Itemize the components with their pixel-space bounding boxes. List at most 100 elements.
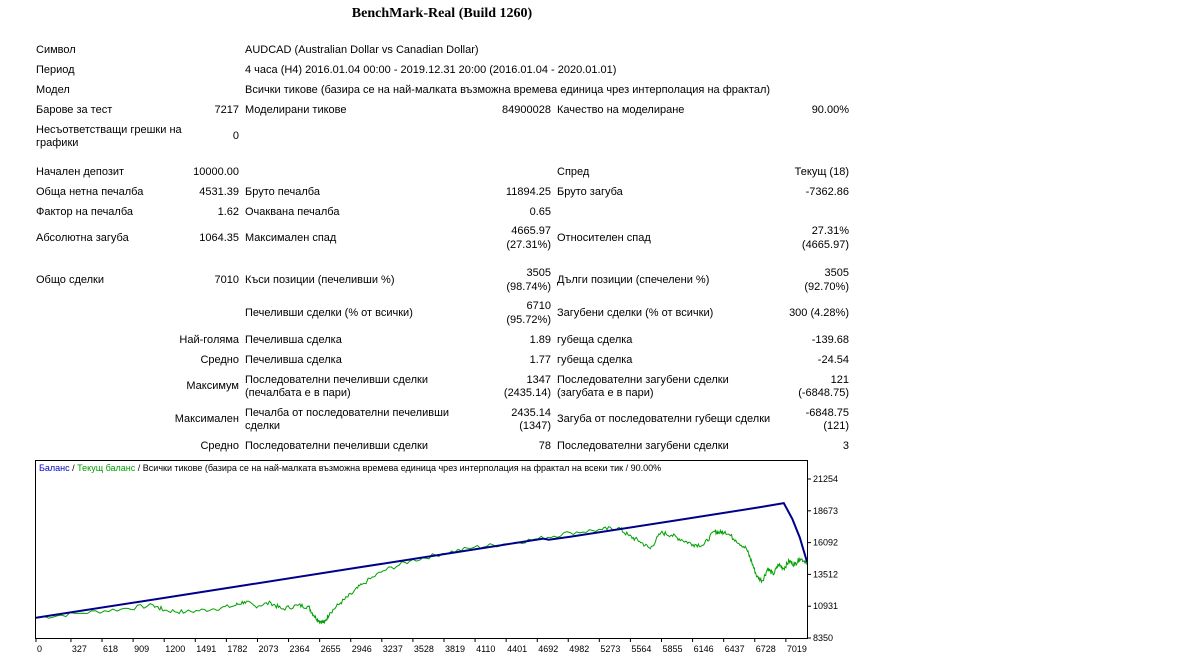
model-label: Модел <box>36 84 70 96</box>
x-tick-label: 2073 <box>258 644 278 654</box>
rel-drawdown-percent: 27.31% <box>811 225 849 237</box>
max-drawdown-percent: (27.31%) <box>506 239 551 251</box>
maximum-label: Максимум <box>186 380 239 392</box>
symbol-value: AUDCAD (Australian Dollar vs Canadian Do… <box>245 44 479 56</box>
net-profit-value: 4531.39 <box>199 186 239 198</box>
loss-trades-label: Загубени сделки (% от всички) <box>557 307 714 319</box>
x-tick-label: 618 <box>103 644 118 654</box>
y-tick-label: 21254 <box>813 474 838 484</box>
win-trades-value: 6710 <box>526 300 551 312</box>
period-label: Период <box>36 64 75 76</box>
short-positions-label: Къси позиции (печеливши %) <box>245 274 395 286</box>
avg2-label: Средно <box>200 440 239 452</box>
balance-series-line <box>35 501 808 619</box>
avg-consec-win-label: Последователни печеливши сделки <box>245 440 428 452</box>
max-consec-win-label-line1: Последователни печеливши сделки <box>245 374 428 386</box>
long-positions-percent: (92.70%) <box>804 281 849 293</box>
x-tick-label: 2946 <box>352 644 372 654</box>
avg-win-label: Печеливша сделка <box>245 354 342 366</box>
spread-label: Спред <box>557 166 590 178</box>
expected-payoff-label: Очаквана печалба <box>245 206 340 218</box>
largest-loss-label: губеща сделка <box>557 334 633 346</box>
abs-drawdown-label: Абсолютна загуба <box>36 232 129 244</box>
avg-loss-value: -24.54 <box>817 354 849 366</box>
profit-factor-value: 1.62 <box>217 206 239 218</box>
maximal-win-label-line1: Печалба от последователни печеливши <box>245 407 450 419</box>
legend-separator: / <box>70 463 78 473</box>
mismatch-label-line2: графики <box>36 137 79 149</box>
y-axis-ticks: 21254 18673 16092 13512 10931 8350 <box>807 474 838 643</box>
bars-label: Барове за тест <box>36 104 113 116</box>
largest-win-value: 1.89 <box>529 334 551 346</box>
x-tick-label: 3819 <box>445 644 465 654</box>
symbol-label: Символ <box>36 44 76 56</box>
total-trades-value: 7010 <box>214 274 239 286</box>
abs-drawdown-value: 1064.35 <box>199 232 239 244</box>
plot-area-frame <box>35 460 808 639</box>
x-tick-label: 0 <box>37 644 42 654</box>
spread-value: Текущ (18) <box>794 166 849 178</box>
total-trades-label: Общо сделки <box>36 274 105 286</box>
legend-balance: Баланс <box>39 463 70 473</box>
x-tick-label: 4401 <box>507 644 527 654</box>
gross-profit-label: Бруто печалба <box>245 186 320 198</box>
x-tick-label: 2364 <box>290 644 310 654</box>
x-axis-ticks: 0 327 618 909 1200 1491 1782 2073 2364 2655 2946 32… <box>35 638 807 654</box>
x-tick-label: 6437 <box>725 644 745 654</box>
balance-chart: 21254 18673 16092 13512 10931 8350 0 327 618 909… <box>35 460 850 662</box>
chart-legend: Баланс / Текущ баланс / Всички тикове (б… <box>39 463 661 473</box>
x-tick-label: 7019 <box>787 644 807 654</box>
max-consec-win-money: (2435.14) <box>503 387 551 399</box>
win-trades-percent: (95.72%) <box>506 314 551 326</box>
x-tick-label: 2655 <box>321 644 341 654</box>
short-positions-value: 3505 <box>526 267 551 279</box>
x-tick-label: 5855 <box>662 644 682 654</box>
largest-loss-value: -139.68 <box>811 334 849 346</box>
x-tick-label: 327 <box>72 644 87 654</box>
model-value: Всички тикове (базира се на най-малката … <box>245 84 771 96</box>
x-tick-label: 3528 <box>414 644 434 654</box>
ticks-label: Моделирани тикове <box>245 104 347 116</box>
maximal-loss-label: Загуба от последователни губещи сделки <box>557 413 771 425</box>
maximal-win-label-line2: сделки <box>245 420 281 432</box>
maximal-win-count: (1347) <box>519 420 551 432</box>
max-consec-loss-label-line2: (загубата е в пари) <box>557 387 654 399</box>
x-tick-label: 1200 <box>165 644 185 654</box>
legend-description: / Всички тикове (базира се на най-малкат… <box>135 463 661 473</box>
avg-loss-label: губеща сделка <box>557 354 633 366</box>
period-value: 4 часа (H4) 2016.01.04 00:00 - 2019.12.3… <box>245 64 617 76</box>
report-title: BenchMark-Real (Build 1260) <box>351 6 533 21</box>
avg-win-value: 1.77 <box>529 354 551 366</box>
win-trades-label: Печеливши сделки (% от всички) <box>245 307 413 319</box>
quality-value: 90.00% <box>811 104 849 116</box>
max-consec-win-label-line2: (печалбата е в пари) <box>245 387 351 399</box>
loss-trades-value: 300 (4.28%) <box>789 307 849 319</box>
max-consec-loss-money: (-6848.75) <box>798 387 849 399</box>
x-tick-label: 4110 <box>476 644 495 654</box>
mismatch-value: 0 <box>232 130 239 142</box>
maximal-loss-value: -6848.75 <box>805 407 849 419</box>
largest-win-label: Печеливша сделка <box>245 334 342 346</box>
deposit-label: Начален депозит <box>36 166 125 178</box>
avg-consec-loss-value: 3 <box>842 440 849 452</box>
gross-loss-value: -7362.86 <box>805 186 849 198</box>
bars-value: 7217 <box>214 104 239 116</box>
largest-label: Най-голяма <box>179 334 239 346</box>
short-positions-percent: (98.74%) <box>506 281 551 293</box>
x-tick-label: 1491 <box>196 644 216 654</box>
x-tick-label: 1782 <box>227 644 247 654</box>
x-tick-label: 3237 <box>383 644 403 654</box>
average-label: Средно <box>200 354 239 366</box>
profit-factor-label: Фактор на печалба <box>36 206 134 218</box>
equity-series-line <box>35 526 808 625</box>
max-consec-loss-label-line1: Последователни загубени сделки <box>557 374 729 386</box>
x-tick-label: 909 <box>134 644 149 654</box>
x-tick-label: 6728 <box>756 644 776 654</box>
avg-consec-win-value: 78 <box>538 440 551 452</box>
ticks-value: 84900028 <box>502 104 551 116</box>
legend-equity: Текущ баланс <box>77 463 136 473</box>
x-tick-label: 5564 <box>631 644 651 654</box>
net-profit-label: Обща нетна печалба <box>36 186 144 198</box>
x-tick-label: 6146 <box>694 644 714 654</box>
maximal-loss-count: (121) <box>823 420 849 432</box>
